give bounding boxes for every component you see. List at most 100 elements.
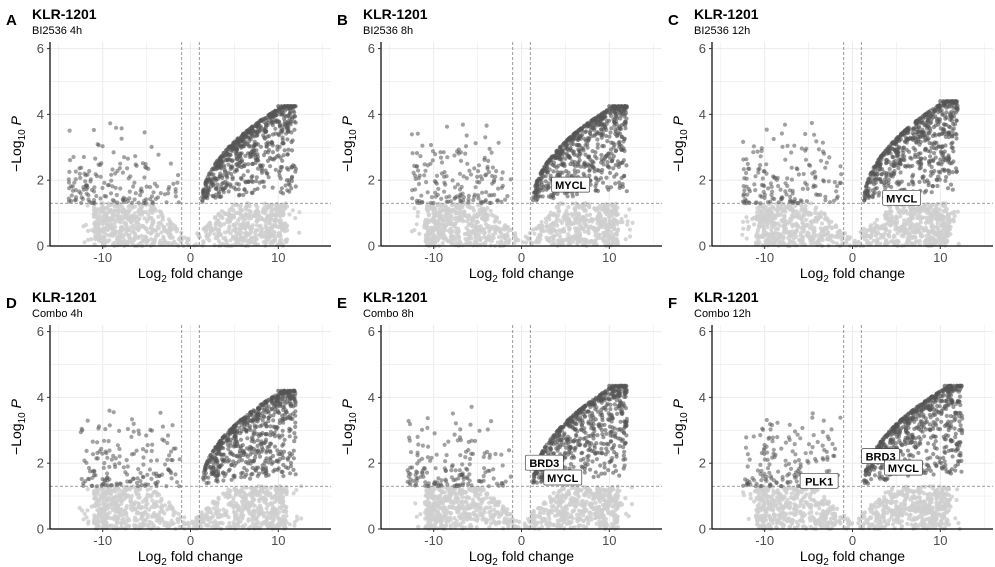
grid-lines — [50, 42, 331, 247]
gene-point-down — [765, 200, 771, 205]
gene-point-ns — [883, 216, 888, 221]
gene-point-ns — [216, 239, 221, 244]
gene-point-ns — [582, 219, 587, 224]
gene-point-ns — [272, 218, 277, 223]
gene-point-ns — [97, 214, 102, 219]
gene-point-down — [142, 130, 147, 135]
gene-point-down — [784, 192, 789, 197]
gene-point-down — [835, 194, 840, 199]
gene-point-ns — [82, 240, 87, 245]
gene-point-down — [80, 196, 85, 202]
gene-point-up — [270, 150, 275, 155]
gene-point-ns — [880, 233, 885, 238]
gene-point-ns — [809, 201, 814, 206]
gene-point-ns — [254, 218, 260, 223]
gene-point-down — [782, 122, 788, 127]
gene-point-ns — [426, 213, 432, 218]
gene-point-down — [448, 199, 453, 204]
gene-point-up — [566, 137, 571, 142]
gene-point-ns — [763, 216, 768, 221]
gene-point-down — [78, 191, 83, 196]
gene-point-ns — [627, 207, 632, 212]
gene-point-up — [289, 186, 294, 191]
gene-point-down — [428, 142, 434, 148]
gene-point-ns — [170, 240, 175, 246]
gene-point-up — [612, 120, 617, 125]
gene-point-down — [95, 142, 100, 147]
gene-point-up — [236, 136, 242, 141]
gene-point-down — [785, 143, 790, 148]
gene-point-ns — [756, 215, 761, 220]
gene-point-ns — [605, 210, 610, 215]
gene-point-ns — [423, 217, 428, 222]
gene-point-ns — [607, 214, 612, 219]
gene-point-up — [583, 130, 588, 135]
gene-point-up — [226, 189, 231, 194]
gene-point-down — [155, 195, 161, 200]
gene-point-down — [808, 163, 813, 168]
gene-point-ns — [872, 221, 877, 226]
gene-point-up — [879, 172, 884, 177]
gene-point-down — [473, 141, 478, 146]
gene-point-down — [803, 180, 808, 185]
gene-label-text: MYCL — [555, 180, 586, 192]
gene-point-down — [176, 200, 181, 205]
gene-point-down — [125, 166, 130, 171]
gene-point-down — [166, 191, 171, 196]
gene-point-ns — [240, 215, 245, 221]
y-axis-title: −Log10 P — [8, 115, 28, 172]
gene-point-up — [261, 133, 266, 138]
gene-point-down — [821, 149, 826, 154]
gene-point-ns — [913, 235, 918, 240]
gene-point-ns — [611, 209, 616, 214]
gene-point-ns — [128, 219, 133, 224]
gene-point-ns — [568, 221, 573, 226]
gene-point-ns — [456, 210, 461, 215]
gene-point-up — [592, 169, 597, 174]
gene-point-up — [602, 113, 607, 119]
gene-point-down — [77, 171, 82, 176]
gene-point-ns — [586, 231, 591, 236]
gene-point-down — [100, 185, 105, 191]
gene-point-down — [744, 176, 749, 181]
gene-point-ns — [548, 223, 553, 228]
gene-point-ns — [911, 222, 916, 227]
gene-point-ns — [886, 221, 891, 226]
gene-point-ns — [602, 231, 607, 236]
gene-point-up — [254, 148, 259, 153]
gene-point-down — [823, 165, 828, 170]
gene-point-down — [107, 182, 112, 188]
gene-point-up — [549, 158, 554, 163]
gene-point-down — [496, 186, 501, 191]
gene-point-ns — [884, 238, 889, 243]
gene-point-up — [587, 130, 592, 135]
gene-point-ns — [615, 241, 621, 246]
gene-point-ns — [623, 237, 628, 242]
gene-point-ns — [216, 228, 221, 233]
gene-point-ns — [241, 239, 246, 244]
gene-point-ns — [143, 226, 148, 231]
gene-point-up — [292, 127, 297, 132]
gene-point-ns — [902, 227, 907, 232]
gene-point-ns — [593, 238, 598, 243]
gene-point-ns — [945, 224, 950, 229]
gene-point-down — [412, 163, 417, 168]
gene-point-ns — [607, 218, 612, 224]
gene-point-ns — [567, 227, 572, 232]
gene-point-ns — [538, 232, 543, 237]
gene-point-up — [540, 194, 545, 199]
gene-point-up — [617, 139, 622, 144]
gene-point-top — [285, 104, 290, 109]
gene-point-up — [873, 177, 878, 182]
gene-point-down — [464, 176, 469, 181]
gene-point-ns — [137, 223, 142, 228]
gene-point-down — [78, 175, 83, 180]
gene-point-up — [250, 161, 255, 167]
gene-point-ns — [892, 233, 897, 238]
gene-point-ns — [466, 213, 471, 218]
gene-point-ns — [144, 235, 149, 240]
gene-point-up — [609, 126, 614, 131]
gene-point-ns — [928, 229, 933, 234]
gene-point-ns — [819, 221, 825, 226]
gene-point-ns — [432, 234, 438, 239]
